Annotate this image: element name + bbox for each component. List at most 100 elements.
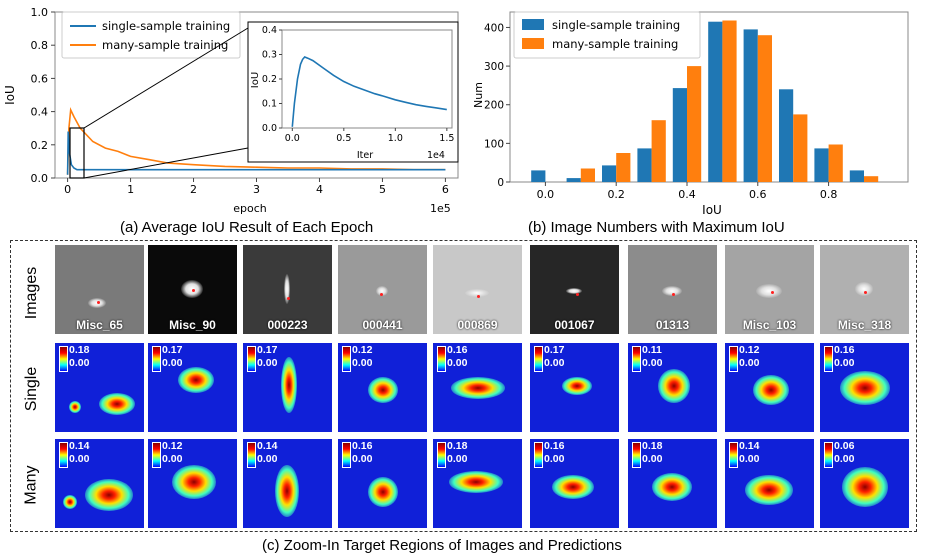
target-center-dot [771, 291, 774, 294]
single-heatmap-tile: 0.16 0.00 [433, 343, 522, 432]
b-bar-0-3 [637, 148, 652, 182]
image-name: 000441 [362, 318, 403, 332]
image-name: 01313 [655, 318, 690, 332]
heatmap-blob [99, 393, 135, 415]
colorbar-min-label: 0.00 [642, 357, 663, 369]
inset-y-tick-label: 0.2 [262, 74, 277, 85]
single-heatmap-tile: 0.18 0.00 [55, 343, 144, 432]
row-label-images: Images [23, 266, 41, 320]
colorbar-max-label: 0.11 [642, 344, 662, 356]
a-y-tick-label: 0.6 [31, 72, 49, 85]
colorbar-min-label: 0.00 [447, 357, 468, 369]
a-legend-many: many-sample training [102, 38, 228, 52]
many-heatmap-tile: 0.16 0.00 [338, 439, 427, 528]
colorbar [729, 346, 738, 372]
a-xlabel: epoch [233, 202, 267, 215]
b-bar-0-6 [743, 29, 758, 183]
b-bar-1-8 [828, 144, 843, 182]
image-name: 001067 [554, 318, 595, 332]
heatmap-blob [281, 357, 297, 413]
colorbar [824, 346, 833, 372]
target-center-dot [287, 297, 290, 300]
b-y-tick-label: 300 [484, 61, 504, 73]
colorbar-max-label: 0.16 [352, 440, 373, 452]
image-name: Misc_90 [169, 318, 216, 332]
colorbar-min-label: 0.00 [834, 357, 855, 369]
b-bar-0-5 [708, 21, 723, 183]
colorbar-max-label: 0.18 [447, 440, 468, 452]
target-blob [756, 284, 782, 298]
image-tile: Misc_65 [55, 245, 144, 334]
colorbar-min-label: 0.00 [544, 453, 565, 465]
b-bar-0-8 [814, 148, 829, 182]
b-bar-1-3 [651, 120, 666, 182]
colorbar-max-label: 0.14 [739, 440, 760, 452]
a-x-tick-label: 2 [190, 183, 197, 196]
colorbar-min-label: 0.00 [69, 453, 90, 465]
b-bar-0-7 [779, 89, 794, 182]
single-heatmap-tile: 0.16 0.00 [820, 343, 909, 432]
colorbar-max-label: 0.16 [834, 344, 855, 356]
b-bar-0-4 [672, 88, 687, 182]
inset-x-scale: 1e4 [427, 150, 445, 161]
image-tile: 000869 [433, 245, 522, 334]
single-heatmap-tile: 0.17 0.00 [243, 343, 332, 432]
caption-b: (b) Image Numbers with Maximum IoU [528, 219, 785, 236]
a-x-tick-label: 6 [442, 183, 449, 196]
colorbar-max-label: 0.18 [69, 344, 90, 356]
heatmap-blob [451, 377, 505, 399]
a-y-tick-label: 0.2 [31, 139, 49, 152]
b-bar-0-0 [531, 170, 546, 182]
image-name: 000223 [267, 318, 308, 332]
a-legend-single: single-sample training [102, 19, 230, 33]
colorbar-max-label: 0.18 [642, 440, 663, 452]
colorbar [247, 442, 256, 468]
b-bar-0-1 [566, 178, 581, 182]
a-x-tick-label: 3 [253, 183, 260, 196]
target-center-dot [576, 293, 579, 296]
inset-y-tick-label: 0.3 [262, 50, 277, 61]
image-tile: Misc_103 [725, 245, 814, 334]
image-tile: 000441 [338, 245, 427, 334]
colorbar-min-label: 0.00 [739, 453, 760, 465]
single-heatmap-tile: 0.12 0.00 [338, 343, 427, 432]
a-y-tick-label: 1.0 [31, 6, 49, 19]
heatmap-blob [85, 479, 133, 511]
colorbar-max-label: 0.12 [352, 344, 373, 356]
target-center-dot [672, 293, 675, 296]
colorbar-max-label: 0.12 [162, 440, 183, 452]
colorbar-min-label: 0.00 [834, 453, 855, 465]
a-y-tick-label: 0.0 [31, 172, 49, 185]
a-ylabel: IoU [3, 85, 17, 105]
b-y-tick-label: 400 [484, 22, 504, 34]
colorbar-max-label: 0.17 [257, 344, 278, 356]
single-heatmap-tile: 0.17 0.00 [148, 343, 237, 432]
b-bar-1-1 [580, 168, 595, 182]
colorbar [632, 346, 641, 372]
colorbar-max-label: 0.17 [544, 344, 565, 356]
row-label-many: Many [22, 465, 40, 505]
colorbar [534, 346, 543, 372]
caption-a: (a) Average IoU Result of Each Epoch [120, 219, 374, 236]
b-legend: single-sample training many-sample train… [513, 11, 701, 59]
b-xlabel: IoU [702, 203, 722, 217]
heatmap-blob [652, 473, 692, 501]
a-x-tick-label: 0 [64, 183, 71, 196]
b-y-tick-label: 0 [497, 177, 504, 189]
heatmap-blob [562, 377, 592, 395]
colorbar-min-label: 0.00 [642, 453, 663, 465]
heatmap-blob [745, 475, 793, 505]
target-blob [284, 274, 290, 304]
many-heatmap-tile: 0.06 0.00 [820, 439, 909, 528]
b-x-tick-label: 0.4 [678, 188, 696, 201]
target-center-dot [192, 289, 195, 292]
image-name: 000869 [457, 318, 498, 332]
colorbar [342, 442, 351, 468]
many-heatmap-tile: 0.14 0.00 [243, 439, 332, 528]
heatmap-blob [368, 377, 398, 403]
colorbar [534, 442, 543, 468]
b-x-tick-label: 0.0 [537, 188, 555, 201]
image-name: Misc_103 [742, 318, 797, 332]
colorbar-min-label: 0.00 [69, 357, 90, 369]
colorbar-min-label: 0.00 [257, 357, 278, 369]
